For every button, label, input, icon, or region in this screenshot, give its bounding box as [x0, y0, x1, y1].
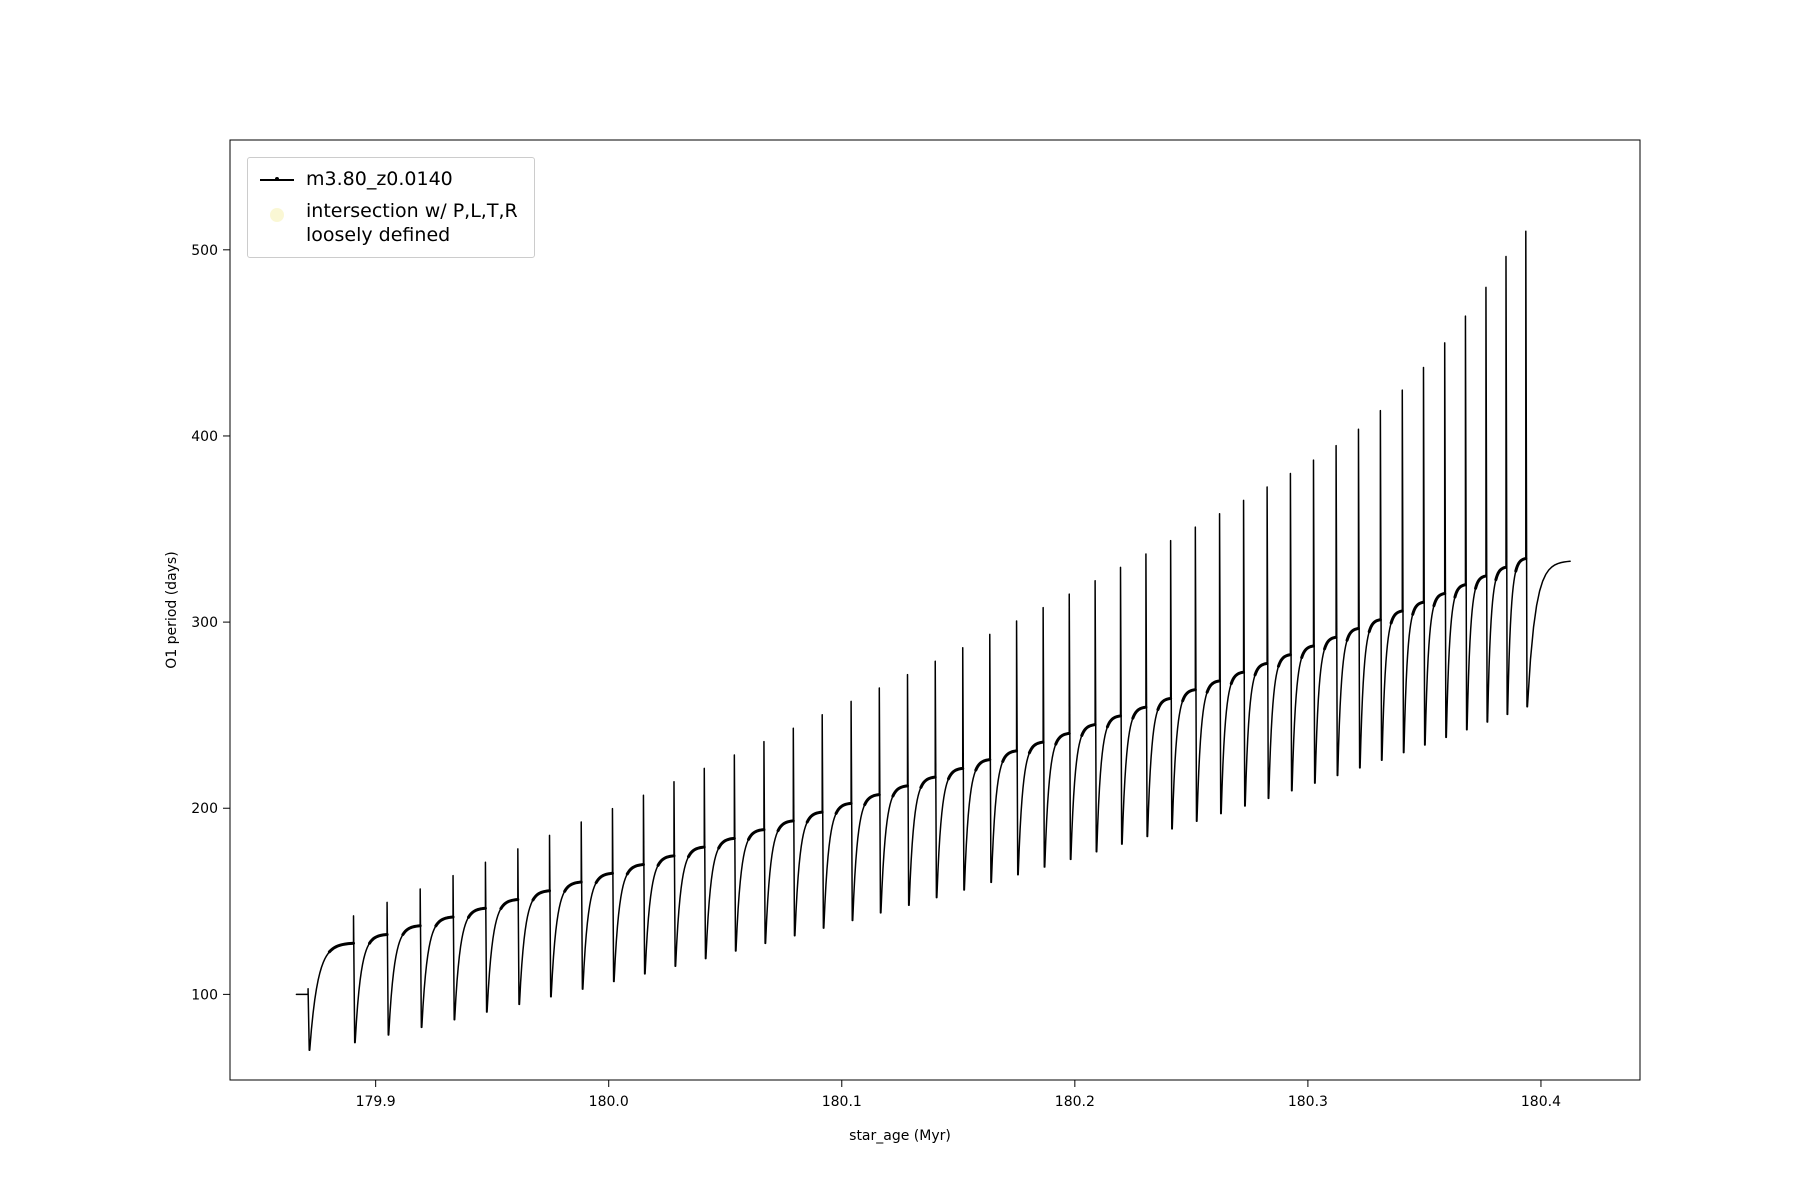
series-line-dense	[401, 924, 422, 937]
series-line-dense	[594, 871, 614, 885]
series-line-dense	[1453, 583, 1467, 599]
series-line-dense	[717, 836, 736, 850]
series-line-dense	[1131, 705, 1148, 720]
series-line-dense	[1080, 723, 1097, 737]
x-tick-label: 179.9	[356, 1094, 396, 1110]
series-line-dense	[1181, 688, 1197, 703]
series-line-dense	[1300, 644, 1315, 660]
series-line-dense	[563, 880, 583, 893]
series-line-dense	[974, 758, 992, 772]
series-line-dense	[1054, 731, 1071, 746]
y-tick-label: 100	[191, 987, 218, 1003]
series-line-dense	[368, 933, 389, 945]
series-line-dense	[531, 889, 552, 902]
series-line-dense	[805, 810, 824, 824]
y-tick-label: 400	[191, 429, 218, 445]
x-axis-label: star_age (Myr)	[849, 1128, 951, 1144]
series-line-dense	[656, 854, 676, 867]
y-tick-label: 300	[191, 615, 218, 631]
series-line-dense	[1001, 749, 1019, 763]
y-axis-label: O1 period (days)	[164, 551, 180, 669]
series-line-dense	[1494, 565, 1508, 582]
series-line-dense	[776, 819, 795, 833]
legend-entry-series: m3.80_z0.0140	[260, 168, 518, 192]
series-line-dense	[1105, 714, 1123, 729]
legend-series-label: m3.80_z0.0140	[306, 168, 453, 190]
y-tick-label: 200	[191, 801, 218, 817]
series-line	[295, 230, 1571, 1051]
legend-entry-intersection: intersection w/ P,L,T,R loosely defined	[260, 200, 518, 248]
series-line-dense	[1411, 600, 1425, 616]
legend: m3.80_z0.0140 intersection w/ P,L,T,R lo…	[247, 157, 535, 259]
series-line-dense	[687, 845, 706, 859]
series-line-dense	[1253, 661, 1269, 677]
series-line-dense	[327, 941, 356, 954]
series-line-dense	[1323, 635, 1338, 651]
series-line-dense	[891, 784, 909, 798]
series-line-dense	[499, 898, 520, 911]
series-line-dense	[747, 828, 766, 841]
series-line-dense	[1276, 653, 1292, 668]
y-tick-label: 500	[191, 243, 218, 259]
series-line-dense	[1432, 592, 1447, 608]
series-line-dense	[434, 915, 455, 928]
series-line-dense	[1474, 574, 1488, 590]
series-line-dense	[1156, 696, 1173, 712]
series-line-dense	[1514, 557, 1528, 573]
series-line-dense	[1345, 626, 1360, 642]
series-line-dense	[834, 801, 853, 815]
x-tick-label: 180.1	[822, 1094, 862, 1110]
x-tick-label: 180.2	[1055, 1094, 1095, 1110]
series-line-dense	[467, 906, 487, 919]
series-line-dense	[1229, 670, 1246, 686]
series-line-dense	[947, 766, 965, 781]
x-tick-label: 180.0	[589, 1094, 629, 1110]
series-line-dense	[1205, 679, 1222, 694]
series-line-dense	[919, 775, 937, 789]
series-line-dense	[1389, 609, 1404, 625]
legend-yellow-dot-icon	[260, 200, 294, 222]
series-line-dense	[863, 793, 881, 807]
series-line-dense	[1027, 740, 1045, 755]
series-line-dense	[1367, 618, 1382, 634]
series-line-dense	[625, 863, 645, 876]
legend-line-marker-icon	[260, 177, 294, 182]
x-tick-label: 180.3	[1288, 1094, 1328, 1110]
legend-intersection-label: intersection w/ P,L,T,R loosely defined	[306, 199, 518, 246]
axes-frame	[229, 139, 1641, 1081]
x-tick-label: 180.4	[1521, 1094, 1561, 1110]
